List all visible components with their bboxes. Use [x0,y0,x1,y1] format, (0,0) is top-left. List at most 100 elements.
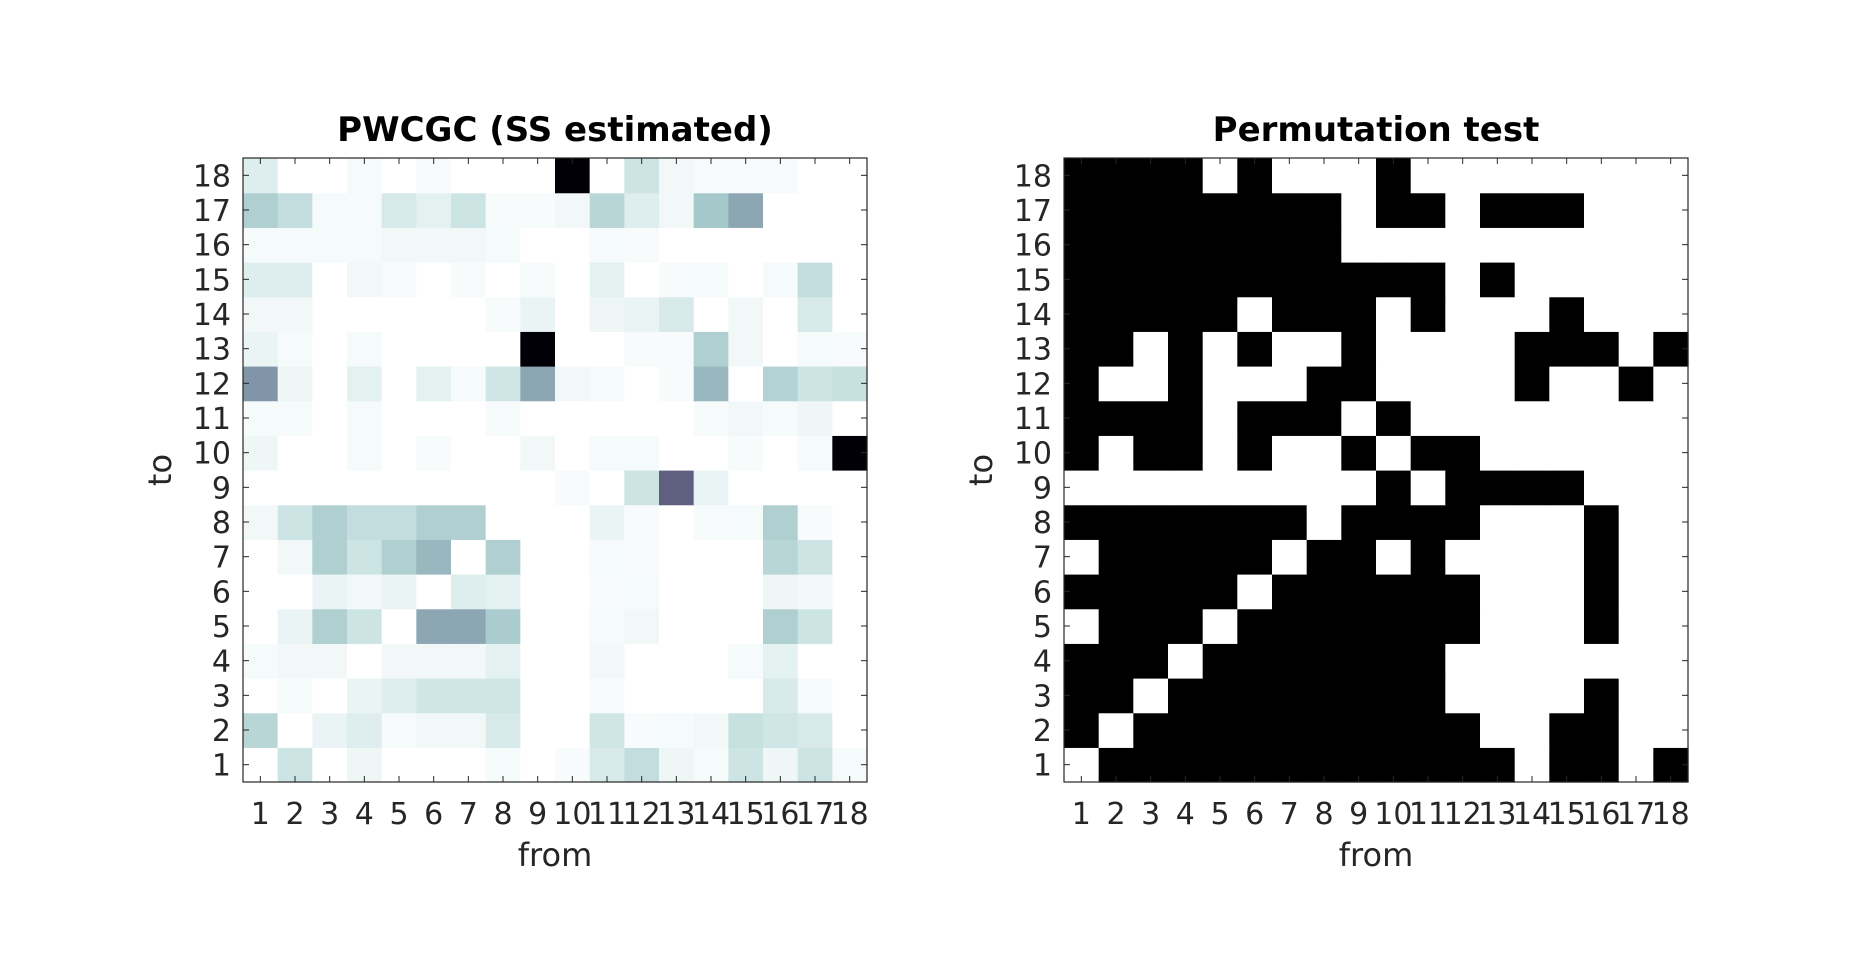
heatmap-cell-to8-from11 [1410,504,1446,540]
heatmap-cell-to13-from10 [1376,331,1412,367]
heatmap-cell-to10-from2 [277,435,313,471]
heatmap-cell-to16-from7 [451,227,487,263]
heatmap-cell-to15-from10 [1376,262,1412,298]
heatmap-cell-to3-from17 [797,678,833,714]
heatmap-cell-to6-from2 [277,574,313,610]
heatmap-cell-to2-from17 [1618,712,1654,748]
heatmap-cell-to8-from8 [1306,504,1342,540]
x-tick-label: 2 [285,797,304,832]
y-axis-label: to [962,454,1000,486]
heatmap-cell-to9-from5 [381,470,417,506]
heatmap-cell-to4-from13 [659,643,695,679]
heatmap-cell-to7-from5 [381,539,417,575]
heatmap-cell-to13-from4 [347,331,383,367]
heatmap-cell-to7-from10 [1376,539,1412,575]
heatmap-cell-to2-from2 [1098,712,1134,748]
heatmap-cell-to10-from6 [416,435,452,471]
heatmap-cell-to15-from2 [1098,262,1134,298]
heatmap-cell-to13-from7 [451,331,487,367]
heatmap-cell-to13-from17 [797,331,833,367]
heatmap-cell-to4-from5 [1202,643,1238,679]
heatmap-cell-to17-from14 [1514,192,1550,228]
heatmap-cell-to3-from8 [1306,678,1342,714]
heatmap-cell-to6-from12 [624,574,660,610]
heatmap-cell-to10-from7 [1272,435,1308,471]
heatmap-cell-to3-from4 [347,678,383,714]
heatmap-cell-to4-from7 [1272,643,1308,679]
heatmap-cell-to9-from11 [589,470,625,506]
heatmap-cell-to2-from6 [416,712,452,748]
heatmap-cell-to16-from16 [763,227,799,263]
axes-frame [1063,157,1689,783]
heatmap-cell-to15-from17 [797,262,833,298]
heatmap-cell-to2-from10 [1376,712,1412,748]
heatmap-cell-to16-from9 [520,227,556,263]
heatmap-cell-to10-from10 [555,435,591,471]
heatmap-cell-to13-from2 [277,331,313,367]
heatmap-cell-to5-from10 [1376,608,1412,644]
heatmap-cell-to8-from12 [1445,504,1481,540]
heatmap-cell-to12-from15 [1549,366,1585,402]
heatmap-cell-to16-from16 [1584,227,1620,263]
heatmap-cell-to8-from5 [1202,504,1238,540]
x-tick-label: 2 [1106,797,1125,832]
heatmap-cell-to17-from3 [312,192,348,228]
heatmap-cell-to12-from15 [728,366,764,402]
heatmap-cell-to16-from8 [485,227,521,263]
heatmap-cell-to11-from14 [693,400,729,436]
y-tick-label: 6 [1033,575,1052,610]
heatmap-cell-to8-from11 [589,504,625,540]
heatmap-cell-to2-from2 [277,712,313,748]
heatmap-cell-to12-from13 [1480,366,1516,402]
heatmap-cell-to9-from13 [1480,470,1516,506]
heatmap-cell-to13-from14 [693,331,729,367]
heatmap-cell-to9-from9 [1341,470,1377,506]
heatmap-cell-to12-from11 [589,366,625,402]
x-axis-label: from [518,836,592,874]
heatmap-cell-to14-from4 [347,296,383,332]
heatmap-cell-to12-from10 [1376,366,1412,402]
heatmap-cell-to14-from11 [1410,296,1446,332]
heatmap-cell-to10-from12 [1445,435,1481,471]
heatmap-cell-to6-from15 [1549,574,1585,610]
heatmap-cell-to8-from12 [624,504,660,540]
heatmap-cell-to9-from4 [1168,470,1204,506]
heatmap-cell-to10-from10 [1376,435,1412,471]
heatmap-cell-to3-from11 [589,678,625,714]
x-tick-label: 12 [1444,797,1482,832]
heatmap-cell-to17-from5 [1202,192,1238,228]
heatmap-cell-to14-from2 [1098,296,1134,332]
heatmap-cell-to2-from13 [659,712,695,748]
chart-title: Permutation test [1213,110,1540,150]
heatmap-cell-to5-from8 [1306,608,1342,644]
heatmap-cell-to14-from13 [1480,296,1516,332]
heatmap-cell-to2-from12 [624,712,660,748]
heatmap-cell-to17-from3 [1133,192,1169,228]
heatmap-cell-to8-from7 [1272,504,1308,540]
x-tick-label: 11 [588,797,626,832]
heatmap-cell-to6-from12 [1445,574,1481,610]
heatmap-cell-to12-from6 [416,366,452,402]
heatmap-cell-to11-from4 [347,400,383,436]
heatmap-cell-to6-from13 [659,574,695,610]
heatmap-cell-to4-from8 [485,643,521,679]
heatmap-cell-to3-from6 [416,678,452,714]
heatmap-cell-to13-from13 [1480,331,1516,367]
heatmap-cell-to10-from15 [728,435,764,471]
heatmap-cell-to2-from4 [347,712,383,748]
x-tick-label: 3 [1141,797,1160,832]
heatmap-cell-to16-from12 [624,227,660,263]
heatmap-cell-to16-from15 [1549,227,1585,263]
heatmap-cell-to12-from2 [277,366,313,402]
heatmap-cell-to11-from9 [1341,400,1377,436]
heatmap-cell-to10-from8 [1306,435,1342,471]
heatmap-cell-to7-from12 [1445,539,1481,575]
heatmap-cell-to14-from5 [381,296,417,332]
heatmap-cell-to16-from5 [381,227,417,263]
heatmap-cell-to17-from6 [416,192,452,228]
heatmap-cell-to15-from16 [763,262,799,298]
heatmap-cell-to5-from6 [416,608,452,644]
heatmap-cell-to5-from12 [1445,608,1481,644]
y-tick-label: 17 [1014,194,1052,229]
